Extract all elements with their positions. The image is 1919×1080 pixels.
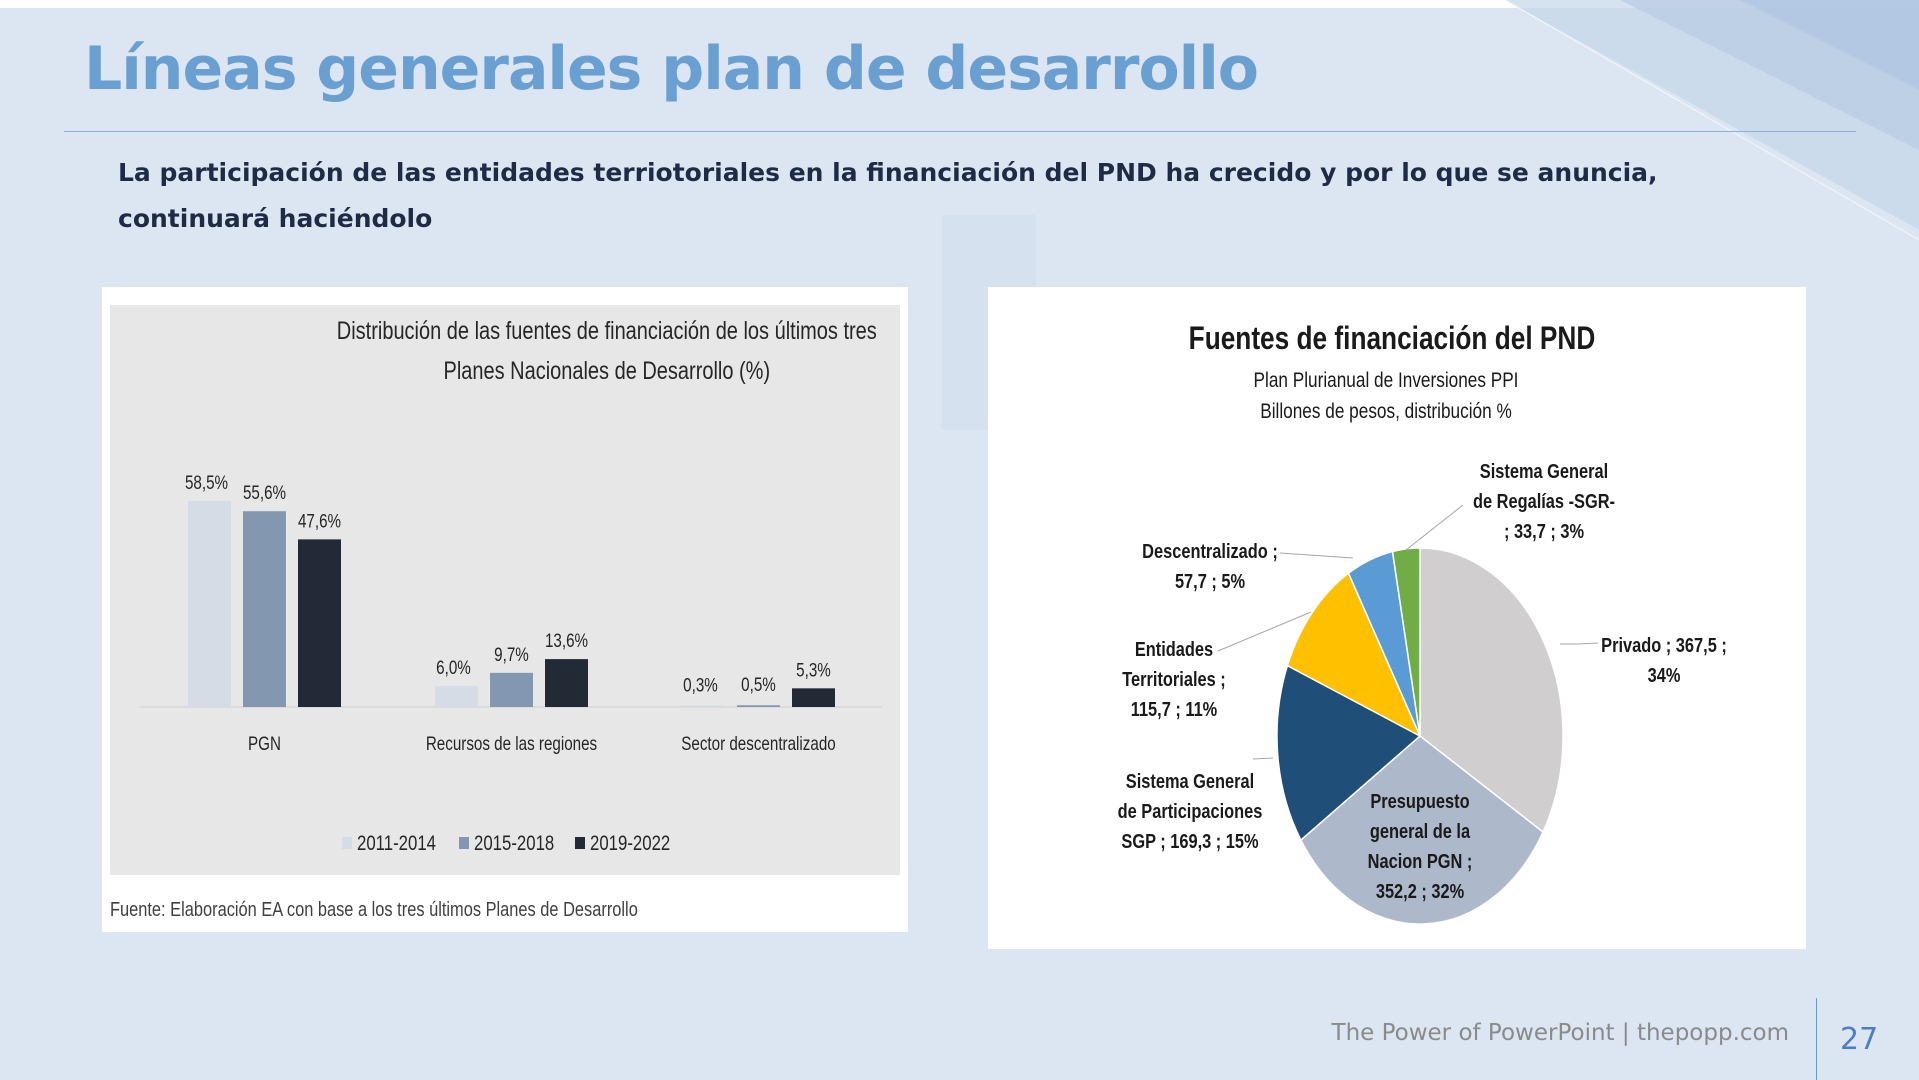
bar-chart: Distribución de las fuentes de financiac… (140, 317, 882, 856)
pie-slice-label: Presupuesto (1370, 789, 1469, 812)
page-number: 27 (1840, 1022, 1879, 1057)
bar-2-0 (682, 705, 725, 707)
bar-chart-title-line-1: Distribución de las fuentes de financiac… (337, 317, 877, 345)
bar-data-label: 5,3% (796, 659, 831, 681)
pie-slice-label: Sistema General (1126, 769, 1254, 792)
bar-0-2 (298, 539, 341, 707)
bar-data-label: 6,0% (436, 656, 471, 678)
pie-slice-label: de Participaciones (1118, 799, 1263, 822)
footer-divider (1816, 998, 1817, 1080)
legend-label: 2011-2014 (357, 832, 436, 855)
pie-slice-label: Nacion PGN ; (1368, 849, 1473, 872)
bar-data-label: 0,5% (741, 674, 776, 696)
bar-category-label: Sector descentralizado (681, 732, 835, 754)
bar-data-label: 0,3% (683, 674, 718, 696)
bar-0-0 (188, 501, 231, 707)
pie-chart-panel: Fuentes de financiación del PND Plan Plu… (988, 287, 1806, 949)
bar-1-0 (435, 685, 478, 707)
bar-category-label: Recursos de las regiones (426, 732, 597, 754)
pie-slice-label: Entidades (1135, 637, 1213, 660)
pie-leader-line-5 (1405, 504, 1464, 551)
bar-2-2 (792, 688, 835, 707)
pie-chart-subtitle-line-1: Plan Plurianual de Inversiones PPI (1254, 370, 1519, 393)
legend-label: 2015-2018 (474, 832, 554, 855)
bar-data-label: 47,6% (298, 510, 341, 532)
pie-slice-label: general de la (1370, 819, 1471, 842)
pie-leader-line-0 (1560, 642, 1599, 645)
pie-slice-label: SGP ; 169,3 ; 15% (1121, 829, 1258, 852)
source-note: Fuente: Elaboración EA con base a los tr… (110, 899, 638, 921)
top-strip (0, 0, 1919, 8)
pie-chart-title: Fuentes de financiación del PND (1189, 322, 1596, 357)
bar-data-label: 58,5% (185, 471, 228, 493)
bar-category-label: PGN (248, 732, 281, 754)
pie-leader-line-2 (1252, 757, 1274, 760)
slide-title: Líneas generales plan de desarrollo (84, 34, 1259, 104)
pie-slice-label: 352,2 ; 32% (1376, 879, 1464, 902)
pie-slice-1 (1299, 735, 1544, 925)
bar-chart-plot-area (110, 305, 900, 875)
pie-chart-subtitle-line-2: Billones de pesos, distribución % (1260, 401, 1512, 424)
legend-swatch-0 (342, 837, 352, 849)
bar-data-label: 55,6% (243, 482, 286, 504)
bar-chart-panel: Distribución de las fuentes de financiac… (102, 287, 908, 932)
bar-data-label: 13,6% (545, 629, 588, 651)
pie-slice-0 (1419, 547, 1564, 834)
bar-2-1 (737, 705, 780, 707)
title-divider (64, 131, 1856, 132)
pie-slice-label: 34% (1648, 663, 1681, 686)
pie-slice-label: Sistema General (1480, 459, 1608, 482)
pie-slice-label: Territoriales ; (1122, 667, 1225, 690)
pie-slice-label: ; 33,7 ; 3% (1504, 519, 1584, 542)
slide-subtitle: La participación de las entidades terrio… (118, 158, 1658, 233)
pie-slice-2 (1276, 664, 1422, 842)
pie-slice-label: Privado ; 367,5 ; (1601, 633, 1727, 656)
pie-slice-label: de Regalías -SGR- (1473, 489, 1615, 512)
legend-swatch-2 (575, 837, 585, 849)
pie-slice-5 (1391, 547, 1421, 737)
pie-slice-3 (1286, 572, 1422, 738)
bar-1-1 (490, 672, 533, 707)
bar-data-label: 9,7% (494, 643, 529, 665)
pie-slice-label: 115,7 ; 11% (1131, 697, 1218, 720)
pie-chart: Fuentes de financiación del PND Plan Plu… (1118, 322, 1727, 925)
legend-label: 2019-2022 (590, 832, 670, 855)
pie-leader-line-4 (1279, 552, 1354, 559)
pie-slice-label: Descentralizado ; (1142, 539, 1278, 562)
bar-chart-title-line-2: Planes Nacionales de Desarrollo (%) (443, 357, 770, 385)
pie-leader-line-3 (1217, 611, 1312, 652)
legend-swatch-1 (459, 837, 469, 849)
footer-credit: The Power of PowerPoint | thepopp.com (1331, 1020, 1789, 1046)
bar-0-1 (243, 511, 286, 707)
bar-1-2 (545, 659, 588, 707)
pie-slice-label: 57,7 ; 5% (1175, 569, 1245, 592)
